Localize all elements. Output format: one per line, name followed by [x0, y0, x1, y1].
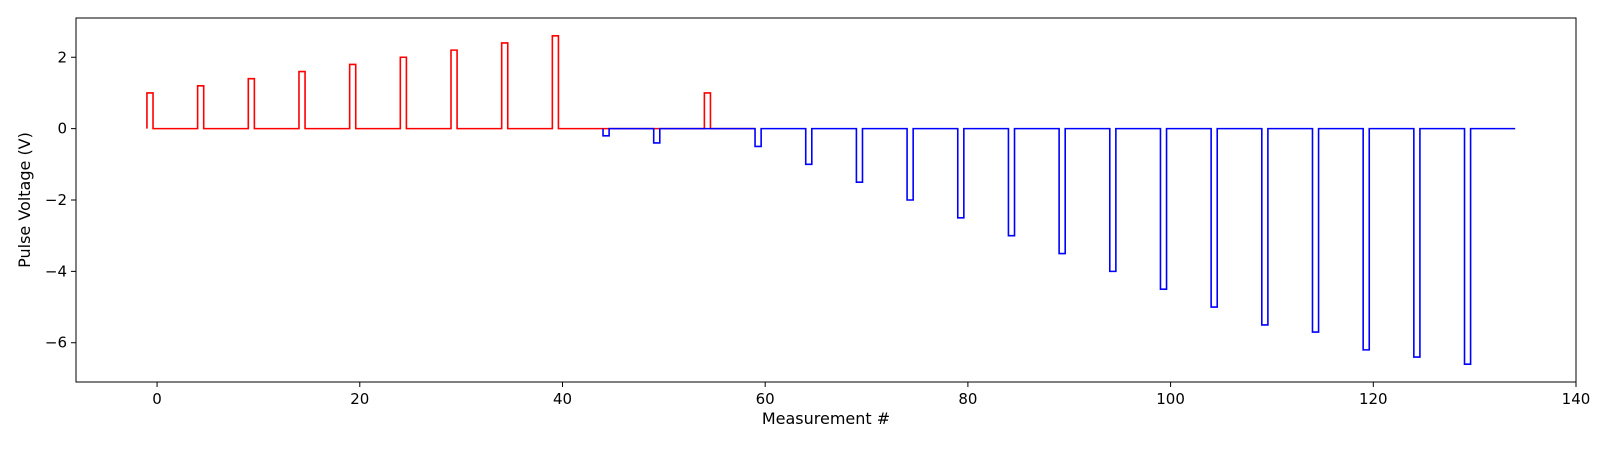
pulse-series-line [146, 35, 756, 130]
y-tick-label: −4 [45, 262, 67, 280]
x-axis-ticks: 0 20 40 60 80 100 120 140 [152, 382, 1590, 408]
pulse-series-line [602, 127, 1516, 365]
y-axis-label: Pulse Voltage (V) [15, 132, 34, 268]
x-tick-label: 120 [1359, 390, 1388, 408]
x-tick-label: 20 [350, 390, 369, 408]
series-layer [146, 35, 1516, 365]
x-axis-label: Measurement # [762, 409, 890, 428]
x-tick-label: 80 [958, 390, 977, 408]
y-axis-ticks: 2 0 −2 −4 −6 [45, 48, 76, 352]
y-tick-label: −6 [45, 334, 67, 352]
plot-area-frame [75, 17, 1577, 383]
x-tick-label: 40 [553, 390, 572, 408]
x-tick-label: 140 [1562, 390, 1591, 408]
x-tick-label: 60 [756, 390, 775, 408]
y-tick-label: 2 [57, 48, 67, 66]
y-tick-label: −2 [45, 191, 67, 209]
y-tick-label: 0 [57, 120, 67, 138]
x-tick-label: 100 [1156, 390, 1185, 408]
x-tick-label: 0 [152, 390, 162, 408]
